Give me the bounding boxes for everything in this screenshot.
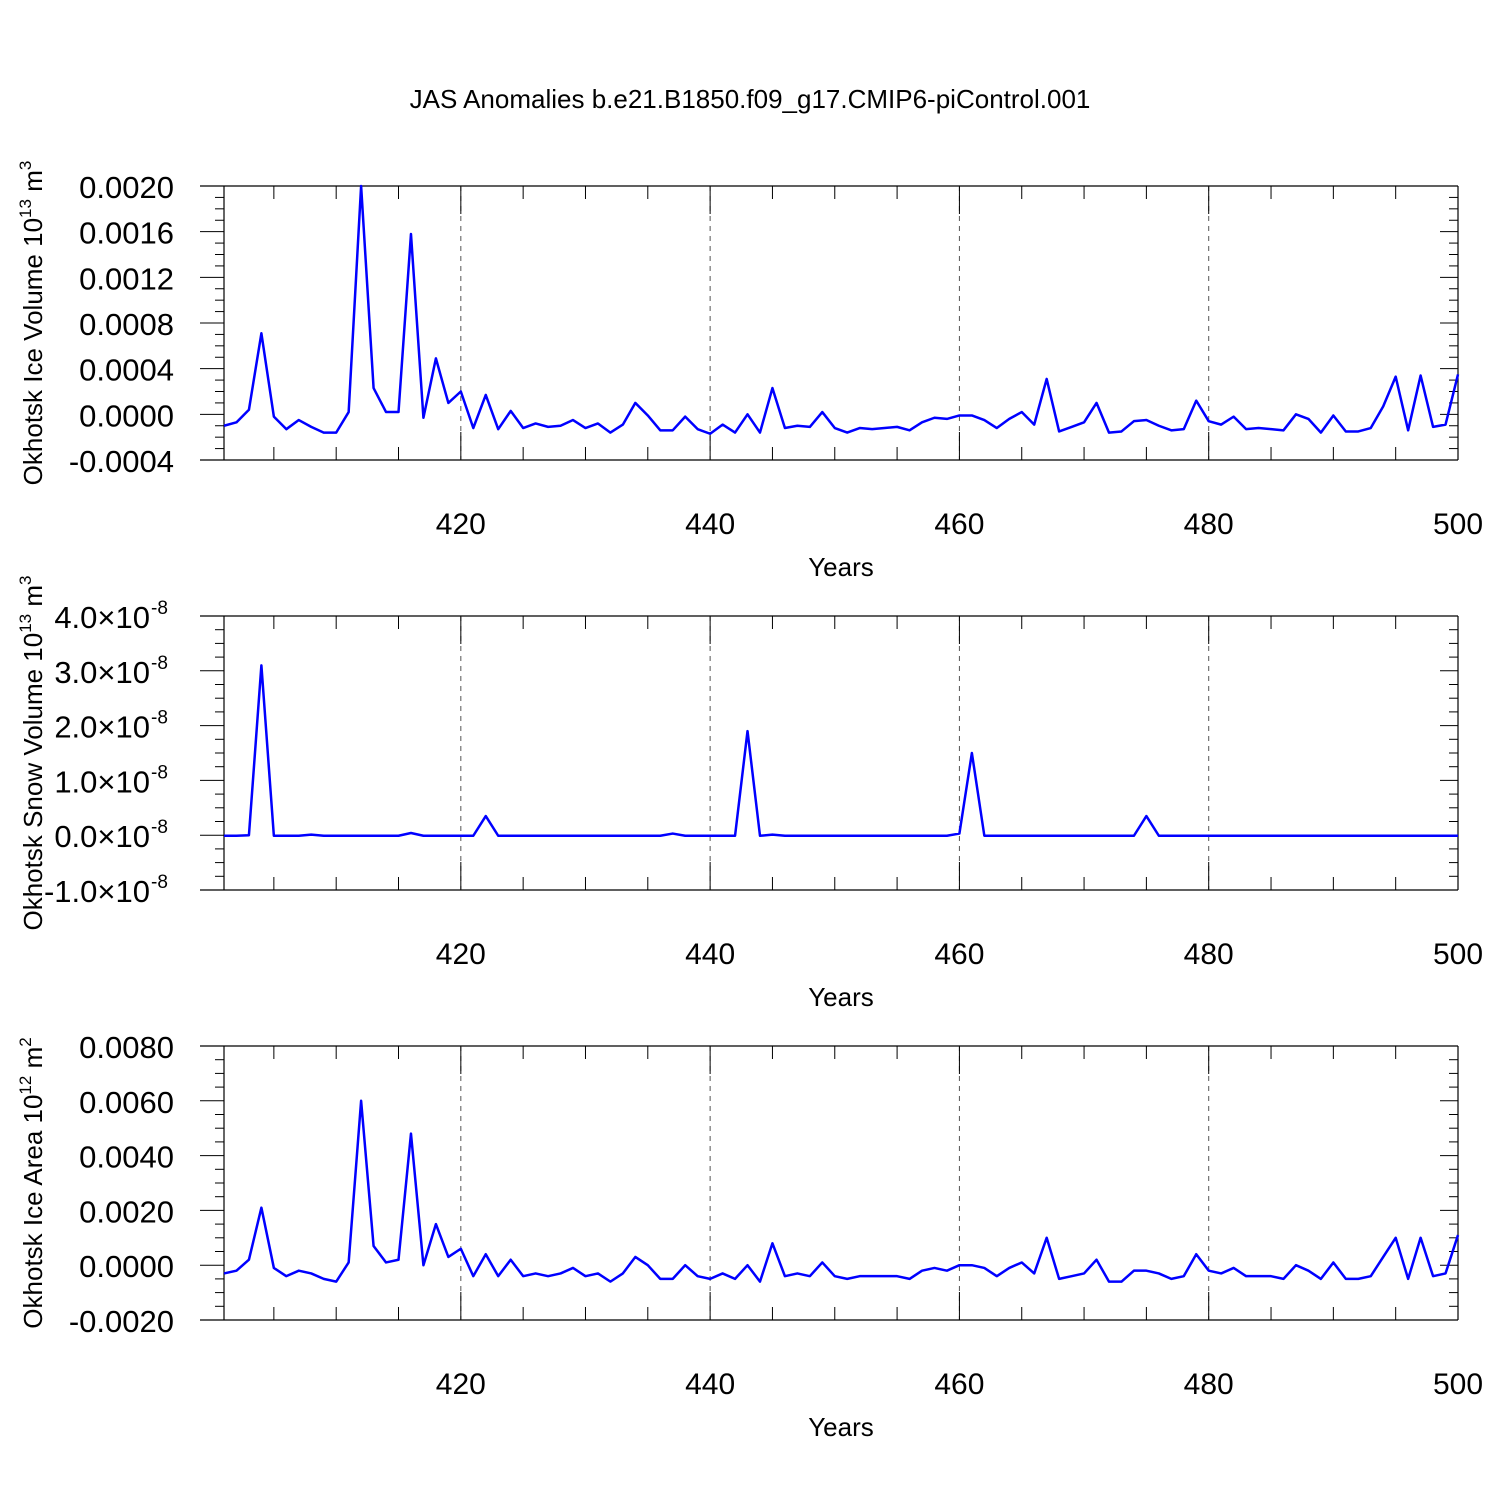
x-tick-label: 500 (1433, 508, 1483, 541)
y-tick-label: 0.0008 (79, 307, 174, 342)
y-tick-label: 1.0×10 (54, 764, 150, 799)
x-tick-label: 500 (1433, 938, 1483, 971)
x-tick-label: 440 (685, 938, 735, 971)
x-tick-label: 500 (1433, 1368, 1483, 1401)
y-tick-label: 0.0×10 (54, 819, 150, 854)
y-tick-label: 0.0020 (79, 170, 174, 205)
y-tick-label: 2.0×10 (54, 710, 150, 745)
y-tick-label: 0.0080 (79, 1030, 174, 1065)
x-tick-label: 420 (436, 508, 486, 541)
y-tick-label: 3.0×10 (54, 655, 150, 690)
x-axis-label: Years (808, 982, 874, 1012)
panel-1: 420 440 460 480 500 Years -0.0004 0.0000 0.0004 0… (16, 161, 1483, 582)
y-tick-label: -0.0020 (69, 1304, 174, 1339)
x-axis-label: Years (808, 552, 874, 582)
y-tick-label: 0.0016 (79, 216, 174, 251)
x-axis-label: Years (808, 1412, 874, 1442)
y-tick-label: -1.0×10 (44, 874, 150, 909)
x-tick-label: 440 (685, 1368, 735, 1401)
y-axis-label: Okhotsk Ice Area 1012 m2 (16, 1037, 48, 1328)
y-tick-label: 4.0×10 (54, 600, 150, 635)
y-tick-label: 0.0004 (79, 353, 174, 388)
y-tick-label: 0.0060 (79, 1085, 174, 1120)
y-tick-label: 0.0020 (79, 1194, 174, 1229)
y-tick-exponent: -8 (151, 762, 168, 783)
x-tick-label: 420 (436, 1368, 486, 1401)
series-line (223, 184, 1460, 435)
y-tick-label: 0.0012 (79, 261, 174, 296)
panel-3: 420 440 460 480 500 Years -0.0020 0.0000 0.0020 0… (16, 1030, 1483, 1442)
y-tick-exponent: -8 (151, 598, 168, 619)
x-tick-label: 460 (934, 1368, 984, 1401)
x-tick-label: 440 (685, 508, 735, 541)
y-tick-label: -0.0004 (69, 444, 174, 479)
series-line (224, 664, 1458, 837)
x-tick-label: 480 (1184, 508, 1234, 541)
y-tick-exponent: -8 (151, 653, 168, 674)
series-line (223, 1099, 1460, 1283)
y-tick-label: 0.0000 (79, 398, 174, 433)
y-tick-exponent: -8 (151, 872, 168, 893)
x-tick-label: 480 (1184, 938, 1234, 971)
y-axis-label: Okhotsk Ice Volume 1013 m3 (16, 161, 48, 486)
x-tick-label: 420 (436, 938, 486, 971)
x-tick-label: 480 (1184, 1368, 1234, 1401)
figure-title: JAS Anomalies b.e21.B1850.f09_g17.CMIP6-… (409, 84, 1091, 114)
y-tick-exponent: -8 (151, 708, 168, 729)
y-tick-label: 0.0000 (79, 1249, 174, 1284)
y-tick-exponent: -8 (151, 817, 168, 838)
y-tick-label: 0.0040 (79, 1140, 174, 1175)
x-tick-label: 460 (934, 938, 984, 971)
y-axis-label: Okhotsk Snow Volume 1013 m3 (16, 576, 48, 931)
x-tick-label: 460 (934, 508, 984, 541)
